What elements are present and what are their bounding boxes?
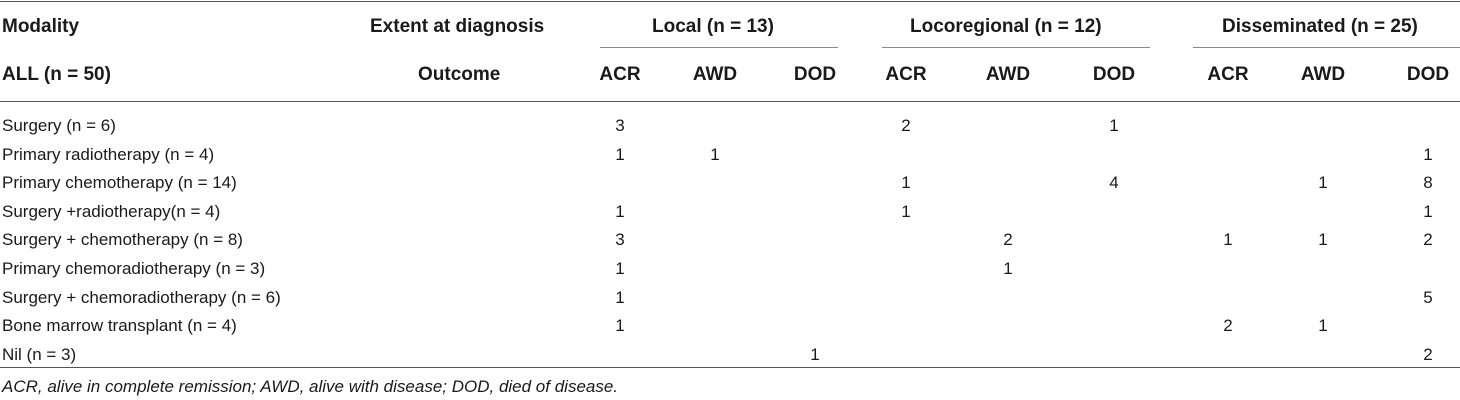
table-cell: 1 bbox=[1003, 259, 1013, 278]
row-label: Surgery (n = 6) bbox=[2, 116, 116, 135]
table-cell: 2 bbox=[1423, 230, 1433, 250]
row-label: Surgery + chemotherapy (n = 8) bbox=[2, 230, 243, 250]
header-modality: Modality bbox=[2, 16, 80, 37]
table-cell: 1 bbox=[615, 259, 625, 278]
header-group-local: Local (n = 13) bbox=[652, 16, 774, 37]
table-cell: 1 bbox=[1423, 144, 1433, 164]
row-label: Nil (n = 3) bbox=[2, 344, 77, 364]
top-rule bbox=[0, 1, 1460, 2]
table-cell: 1 bbox=[1318, 316, 1328, 336]
table-cell: 2 bbox=[901, 116, 911, 135]
header-outcome: Outcome bbox=[418, 64, 501, 85]
table-cell: 2 bbox=[1003, 230, 1013, 250]
table-cell: 1 bbox=[1318, 230, 1328, 250]
table-cell: 8 bbox=[1423, 173, 1433, 193]
subcolumn-header: DOD bbox=[1092, 64, 1136, 85]
header-rule bbox=[0, 101, 1460, 102]
header-extent: Extent at diagnosis bbox=[370, 16, 545, 37]
bottom-rule bbox=[0, 367, 1460, 368]
row-label: Primary chemoradiotherapy (n = 3) bbox=[2, 259, 266, 278]
table-cell: 2 bbox=[1423, 344, 1433, 364]
row-label: Primary chemotherapy (n = 14) bbox=[2, 173, 237, 193]
table-cell: 1 bbox=[615, 201, 625, 221]
table-footnote: ACR, alive in complete remission; AWD, a… bbox=[2, 377, 619, 396]
table-cell: 1 bbox=[710, 144, 720, 164]
table-cell: 1 bbox=[901, 201, 911, 221]
group-rule-disseminated bbox=[1193, 47, 1460, 48]
table-cell: 2 bbox=[1223, 316, 1233, 336]
table-cell: 1 bbox=[615, 316, 625, 336]
group-rule-locoregional bbox=[882, 47, 1150, 48]
row-label: Primary radiotherapy (n = 4) bbox=[2, 144, 215, 164]
table-cell: 1 bbox=[1423, 201, 1433, 221]
group-rule-local bbox=[600, 47, 838, 48]
subcolumn-header: AWD bbox=[1300, 64, 1346, 85]
subcolumn-header: DOD bbox=[1406, 64, 1450, 85]
subcolumn-header: ACR bbox=[599, 64, 641, 85]
header-group-locoregional: Locoregional (n = 12) bbox=[910, 16, 1102, 37]
table-cell: 3 bbox=[615, 116, 625, 135]
row-label: Surgery + chemoradiotherapy (n = 6) bbox=[2, 287, 281, 307]
header-all: ALL (n = 50) bbox=[2, 64, 111, 85]
table-cell: 1 bbox=[810, 344, 820, 364]
table-cell: 4 bbox=[1109, 173, 1119, 193]
table-cell: 1 bbox=[1223, 230, 1233, 250]
header-group-disseminated: Disseminated (n = 25) bbox=[1222, 16, 1418, 37]
subcolumn-header: AWD bbox=[692, 64, 738, 85]
table-cell: 1 bbox=[615, 287, 625, 307]
row-label: Bone marrow transplant (n = 4) bbox=[2, 316, 237, 336]
table-cell: 1 bbox=[615, 144, 625, 164]
subcolumn-header: AWD bbox=[985, 64, 1031, 85]
table-cell: 1 bbox=[1109, 116, 1119, 135]
subcolumn-header: ACR bbox=[1207, 64, 1249, 85]
row-label: Surgery +radiotherapy(n = 4) bbox=[2, 201, 221, 221]
table-cell: 1 bbox=[901, 173, 911, 193]
subcolumn-header: ACR bbox=[885, 64, 927, 85]
table-cell: 3 bbox=[615, 230, 625, 250]
table-cell: 1 bbox=[1318, 173, 1328, 193]
table-cell: 5 bbox=[1423, 287, 1433, 307]
subcolumn-header: DOD bbox=[793, 64, 837, 85]
